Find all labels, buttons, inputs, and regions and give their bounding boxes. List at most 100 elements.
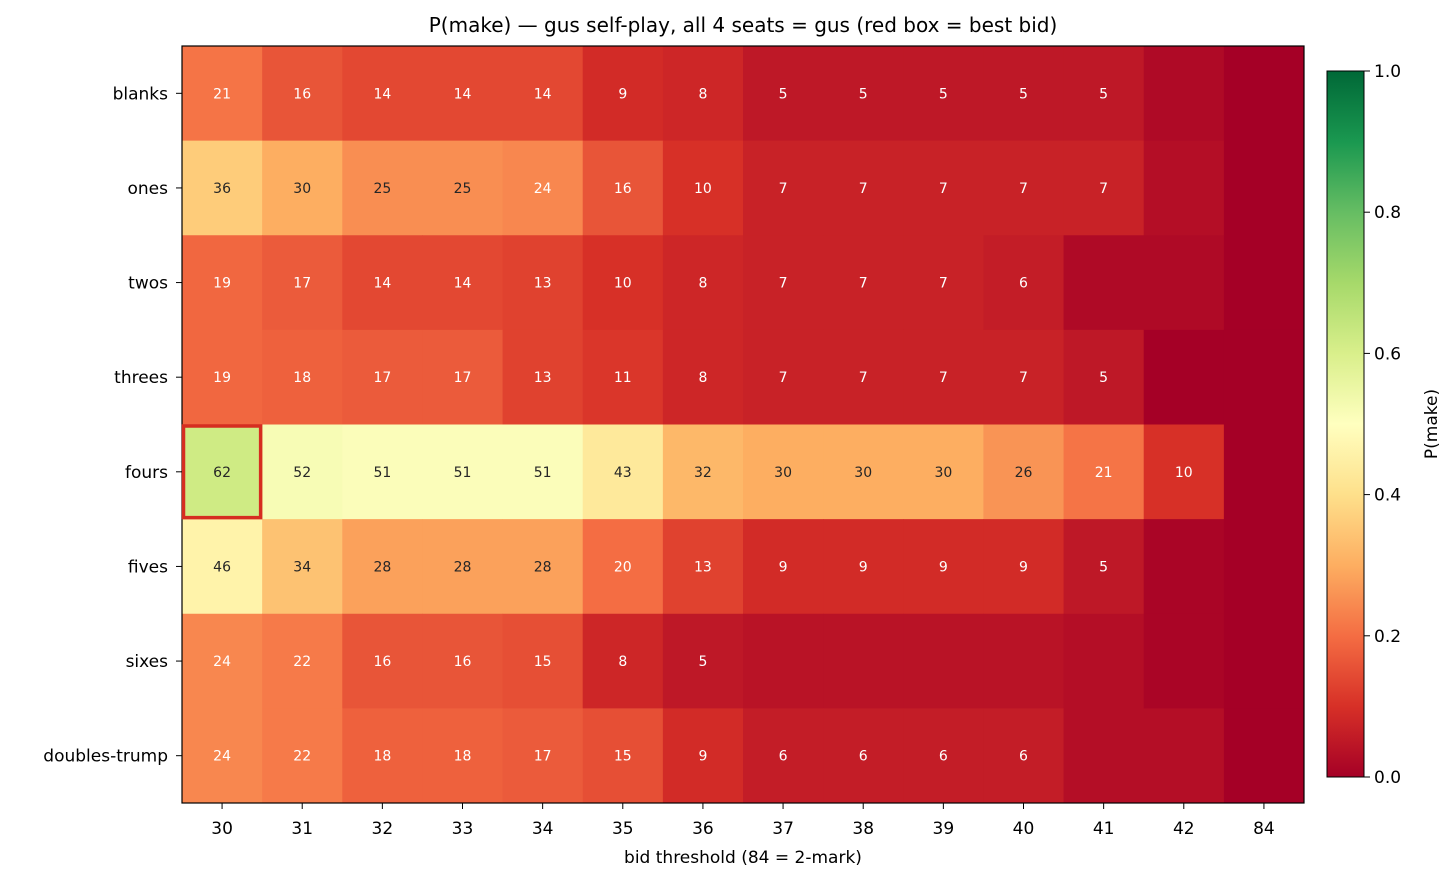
cell-value-label: 7 <box>779 370 788 386</box>
cell-value-label: 5 <box>1019 86 1028 102</box>
cell-value-label: 6 <box>859 749 868 765</box>
cell-value-label: 16 <box>373 654 391 670</box>
y-tick-label: ones <box>128 179 169 199</box>
heatmap-cell <box>1143 46 1225 142</box>
heatmap-cell <box>582 235 664 331</box>
heatmap-cell <box>1223 613 1305 709</box>
colorbar-tick-label: 0.0 <box>1374 768 1401 788</box>
heatmap-cell <box>823 235 904 331</box>
heatmap-cell <box>342 519 423 615</box>
cell-value-label: 6 <box>939 749 948 765</box>
heatmap-cell <box>1063 708 1145 804</box>
cell-value-label: 25 <box>454 181 472 197</box>
cell-value-label: 24 <box>534 181 552 197</box>
cell-value-label: 7 <box>939 370 948 386</box>
colorbar-tick-label: 1.0 <box>1374 62 1401 82</box>
cell-value-label: 9 <box>618 86 627 102</box>
heatmap-cell <box>1143 329 1225 425</box>
cell-value-label: 7 <box>859 370 868 386</box>
heatmap-cell <box>1223 708 1305 804</box>
heatmap-cell <box>582 519 664 615</box>
cell-value-label: 7 <box>1019 181 1028 197</box>
cell-value-label: 17 <box>534 749 552 765</box>
colorbar-tick-label: 0.6 <box>1374 344 1401 364</box>
heatmap-cell <box>182 140 263 236</box>
cell-value-label: 5 <box>779 86 788 102</box>
x-tick-label: 84 <box>1253 819 1275 839</box>
cell-value-label: 13 <box>534 276 552 292</box>
heatmap-cell <box>903 613 984 709</box>
y-tick-label: sixes <box>126 652 169 672</box>
heatmap-cell <box>983 708 1065 804</box>
heatmap-cell <box>342 424 423 520</box>
heatmap-cell <box>743 329 824 425</box>
cell-value-label: 7 <box>939 181 948 197</box>
heatmap-cell <box>262 329 343 425</box>
cell-value-label: 7 <box>859 181 868 197</box>
heatmap-cell <box>983 424 1065 520</box>
heatmap-cell <box>422 519 504 615</box>
heatmap-cell <box>662 424 744 520</box>
heatmap-cell <box>342 613 423 709</box>
heatmap-cell <box>662 235 744 331</box>
cell-value-label: 14 <box>373 86 391 102</box>
cell-value-label: 7 <box>1099 181 1108 197</box>
cell-value-label: 5 <box>1099 559 1108 575</box>
heatmap-cell <box>743 235 824 331</box>
heatmap-cell <box>422 46 504 142</box>
heatmap-cell <box>823 424 904 520</box>
cell-value-label: 6 <box>1019 276 1028 292</box>
heatmap-cell <box>502 329 584 425</box>
cell-value-label: 14 <box>534 86 552 102</box>
heatmap-cell <box>422 613 504 709</box>
cell-value-label: 34 <box>293 559 311 575</box>
heatmap-cell <box>1143 708 1225 804</box>
heatmap-cell <box>983 519 1065 615</box>
x-tick-label: 33 <box>452 819 474 839</box>
heatmap-cell <box>1223 519 1305 615</box>
heatmap-cell <box>582 329 664 425</box>
cell-value-label: 9 <box>939 559 948 575</box>
cell-value-label: 10 <box>694 181 712 197</box>
heatmap-cell <box>422 708 504 804</box>
heatmap-cell <box>182 424 263 520</box>
cell-value-label: 9 <box>779 559 788 575</box>
cell-value-label: 14 <box>454 276 472 292</box>
heatmap-cell <box>903 46 984 142</box>
cell-value-label: 8 <box>698 370 707 386</box>
heatmap-cell <box>743 613 824 709</box>
cell-value-label: 19 <box>213 370 231 386</box>
y-tick-label: blanks <box>113 84 169 104</box>
cell-value-label: 51 <box>454 465 472 481</box>
heatmap-cell <box>1063 140 1145 236</box>
colorbar-tick-label: 0.4 <box>1374 486 1401 506</box>
heatmap-cell <box>1223 140 1305 236</box>
heatmap-cell <box>1143 519 1225 615</box>
cell-value-label: 6 <box>779 749 788 765</box>
cell-value-label: 51 <box>373 465 391 481</box>
y-axis-ticks: blanks ones twos threes fours fives sixes doubl… <box>43 84 182 767</box>
heatmap-cell <box>262 708 343 804</box>
x-axis-ticks: 30 31 32 33 34 35 36 37 38 39 40 41 42 84 <box>211 803 1275 839</box>
cell-value-label: 52 <box>293 465 311 481</box>
heatmap-cell <box>903 140 984 236</box>
x-tick-label: 31 <box>291 819 313 839</box>
heatmap-cell <box>743 140 824 236</box>
heatmap-cell <box>1223 235 1305 331</box>
x-tick-label: 41 <box>1093 819 1115 839</box>
heatmap-cell <box>182 519 263 615</box>
cell-value-label: 8 <box>698 276 707 292</box>
heatmap-cell <box>983 140 1065 236</box>
heatmap-cell <box>342 708 423 804</box>
heatmap-cell <box>823 613 904 709</box>
cell-value-label: 30 <box>293 181 311 197</box>
cell-value-label: 9 <box>1019 559 1028 575</box>
cell-value-label: 17 <box>293 276 311 292</box>
cell-value-label: 16 <box>614 181 632 197</box>
cell-value-label: 32 <box>694 465 712 481</box>
heatmap-cell <box>422 235 504 331</box>
heatmap-cell <box>342 235 423 331</box>
heatmap-cell <box>1223 46 1305 142</box>
cell-value-label: 7 <box>779 276 788 292</box>
